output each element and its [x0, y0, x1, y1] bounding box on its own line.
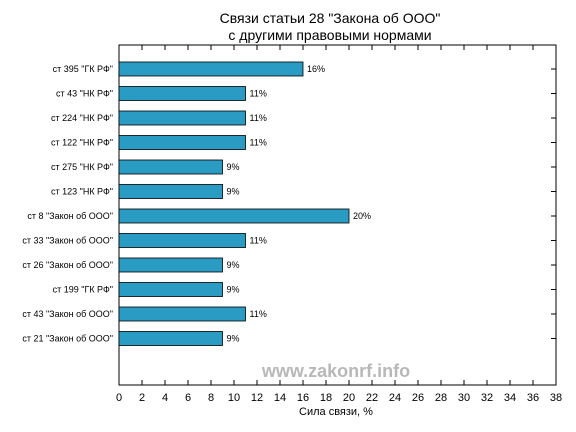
x-tick-label: 14 — [274, 392, 286, 404]
value-label: 11% — [250, 89, 267, 99]
value-label: 11% — [250, 138, 267, 148]
value-label: 9% — [227, 260, 240, 270]
bar — [118, 135, 246, 150]
category-label: ст 33 "Закон об ООО" — [22, 236, 113, 246]
bar — [118, 86, 246, 101]
x-tick-label: 10 — [228, 392, 240, 404]
x-tick-label: 18 — [320, 392, 332, 404]
bar — [118, 257, 223, 273]
bar — [118, 306, 246, 322]
bar — [118, 282, 223, 297]
x-tick-label: 24 — [389, 392, 401, 404]
value-label: 11% — [250, 113, 267, 123]
category-label: ст 122 "НК РФ" — [51, 138, 113, 148]
x-tick-label: 22 — [366, 392, 378, 404]
x-tick-label: 20 — [343, 392, 355, 404]
value-label: 9% — [227, 334, 240, 344]
x-tick-label: 32 — [481, 392, 493, 404]
category-label: ст 395 "ГК РФ" — [53, 64, 113, 74]
category-label: ст 275 "НК РФ" — [51, 162, 113, 172]
value-label: 16% — [307, 64, 325, 74]
bar — [118, 331, 223, 346]
value-label: 9% — [227, 285, 240, 295]
x-tick-label: 8 — [208, 392, 214, 404]
category-label: ст 21 "Закон об ООО" — [22, 334, 113, 344]
x-tick-label: 36 — [527, 392, 539, 404]
chart-title-line-1: Связи статьи 28 "Закона об ООО" — [220, 10, 441, 26]
x-tick-label: 6 — [185, 392, 191, 404]
bar — [118, 233, 246, 248]
x-tick-label: 34 — [504, 392, 516, 404]
category-label: ст 123 "НК РФ" — [51, 187, 113, 197]
bar — [118, 61, 304, 77]
category-label: ст 43 "НК РФ" — [56, 89, 113, 99]
bar — [118, 110, 246, 126]
chart-title-line-2: с другими правовыми нормами — [228, 27, 431, 43]
category-label: ст 8 "Закон об ООО" — [27, 211, 113, 221]
bar — [118, 159, 223, 175]
watermark: www.zakonrf.info — [261, 361, 410, 381]
bar — [118, 208, 350, 224]
x-tick-label: 30 — [458, 392, 470, 404]
category-label: ст 224 "НК РФ" — [51, 113, 113, 123]
value-label: 20% — [353, 211, 371, 221]
x-axis-title: Сила связи, % — [299, 406, 373, 418]
x-tick-label: 38 — [550, 392, 562, 404]
value-label: 9% — [227, 187, 240, 197]
x-tick-label: 26 — [412, 392, 424, 404]
value-label: 9% — [227, 162, 240, 172]
x-tick-label: 12 — [251, 392, 263, 404]
x-tick-label: 2 — [139, 392, 145, 404]
value-label: 11% — [250, 309, 267, 319]
category-label: ст 199 "ГК РФ" — [53, 285, 113, 295]
bar — [118, 184, 223, 199]
x-tick-label: 16 — [297, 392, 309, 404]
x-tick-label: 0 — [116, 392, 122, 404]
x-tick-label: 28 — [435, 392, 447, 404]
category-label: ст 43 "Закон об ООО" — [22, 309, 113, 319]
value-label: 11% — [250, 236, 267, 246]
x-tick-label: 4 — [162, 392, 168, 404]
category-label: ст 26 "Закон об ООО" — [22, 260, 113, 270]
